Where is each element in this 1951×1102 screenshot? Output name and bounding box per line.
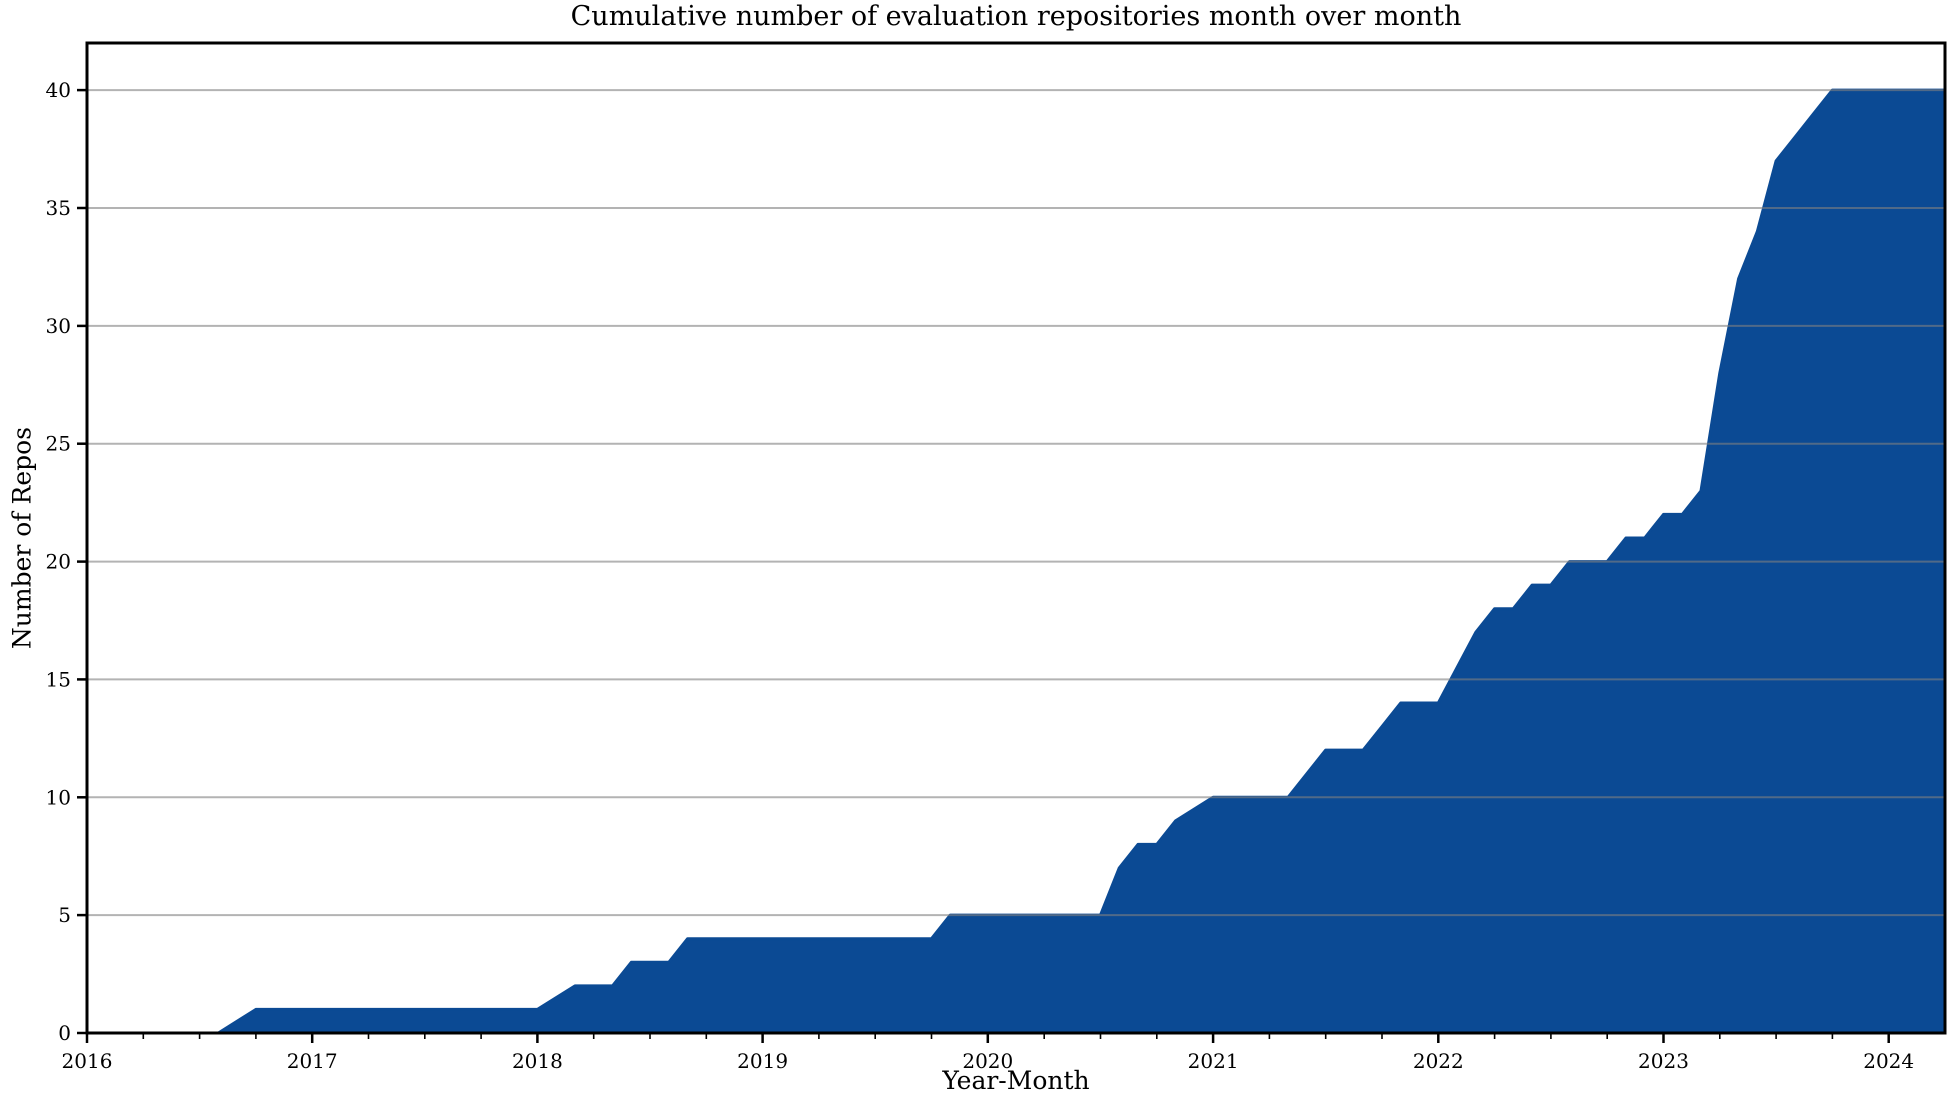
y-tick-label: 20 — [46, 550, 71, 574]
plot-frame — [85, 41, 1947, 1035]
y-axis-label: Number of Repos — [7, 426, 37, 650]
x-tick-label: 2024 — [1863, 1049, 1914, 1073]
y-tick-label: 40 — [46, 78, 71, 102]
x-axis-label: Year-Month — [942, 1066, 1090, 1095]
x-tick-label: 2022 — [1413, 1049, 1464, 1073]
x-tick-label: 2020 — [962, 1049, 1013, 1073]
y-tick-label: 35 — [46, 196, 71, 220]
x-tick-label: 2019 — [737, 1049, 788, 1073]
cumulative-line — [87, 88, 1945, 1035]
y-tick-label: 25 — [46, 432, 71, 456]
y-tick-label: 10 — [46, 785, 71, 809]
x-tick-label: 2023 — [1638, 1049, 1689, 1073]
x-tick-label: 2017 — [287, 1049, 338, 1073]
chart-title: Cumulative number of evaluation reposito… — [570, 1, 1462, 32]
y-tick-label: 15 — [46, 667, 71, 691]
x-tick-label: 2018 — [512, 1049, 563, 1073]
x-tick-label: 2016 — [62, 1049, 113, 1073]
y-tick-label: 30 — [46, 314, 71, 338]
y-tick-label: 5 — [58, 903, 71, 927]
y-tick-label: 0 — [58, 1021, 71, 1045]
x-tick-label: 2021 — [1188, 1049, 1239, 1073]
